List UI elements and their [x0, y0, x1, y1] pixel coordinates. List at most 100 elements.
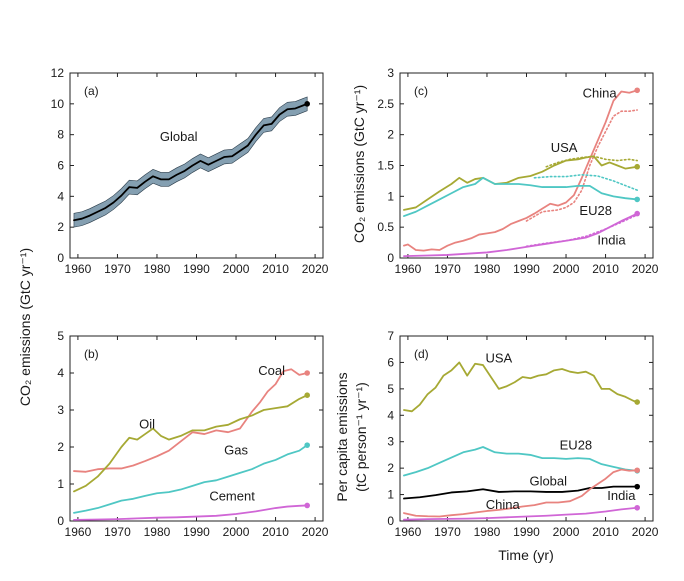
x-tick-label: 1970: [104, 525, 131, 539]
panel-label: (d): [414, 347, 429, 361]
panel-a: 1960 1970 1980 1990 2000 2010 2020 0 2 4 6 8 10 12 (a)…: [51, 66, 329, 276]
y-tick-label: 1.5: [377, 159, 394, 173]
panel-label: (c): [414, 84, 428, 98]
series-end-marker-global: [304, 101, 310, 107]
x-tick-label: 1980: [144, 262, 171, 276]
series-line-usa-alt-estimate: [545, 155, 638, 168]
x-tick-label: 1960: [395, 525, 422, 539]
series-annotation-india: India: [597, 232, 626, 247]
series-end-marker-india: [634, 504, 640, 511]
x-tick-label: 1990: [513, 525, 540, 539]
x-tick-label: 1990: [183, 525, 210, 539]
series-end-marker-cement: [304, 502, 310, 509]
panel-label: (a): [84, 84, 99, 98]
y-tick-label: 3: [387, 435, 394, 449]
plot-frame: [69, 335, 324, 522]
y-tick-label: 6: [57, 159, 64, 173]
x-tick-label: 1970: [434, 525, 461, 539]
x-tick-label: 2010: [262, 525, 289, 539]
series-end-marker-oil: [304, 392, 310, 399]
x-tick-label: 1980: [474, 262, 501, 276]
series-end-marker-usa: [634, 163, 640, 170]
series-end-marker-gas: [304, 442, 310, 448]
series-annotation-coal: Coal: [258, 363, 285, 378]
ylabel-panel-d-line2: (tC person⁻¹ yr⁻¹): [353, 382, 369, 492]
series-line-usa: [403, 361, 639, 413]
x-tick-label: 2000: [223, 525, 250, 539]
y-tick-label: 1: [57, 477, 64, 491]
series-line-global: [73, 102, 309, 222]
series-line-china: [403, 468, 639, 518]
x-tick-label: 2020: [632, 262, 659, 276]
y-tick-label: 12: [51, 66, 65, 80]
panel-b: 1960 1970 1980 1990 2000 2010 2020 0 1 2 3 4 5 (b) Coa…: [57, 329, 328, 539]
x-tick-label: 1970: [104, 262, 131, 276]
x-tick-label: 2020: [302, 262, 329, 276]
x-tick-label: 2020: [632, 525, 659, 539]
y-tick-label: 5: [387, 382, 394, 396]
y-tick-label: 7: [387, 329, 394, 343]
y-tick-label: 2: [57, 440, 64, 454]
y-tick-label: 10: [51, 97, 65, 111]
x-tick-label: 2010: [262, 262, 289, 276]
series-annotation-eu28: EU28: [579, 203, 612, 218]
series-annotation-eu28: EU28: [560, 438, 593, 453]
series-line-china: [403, 89, 639, 252]
y-tick-label: 3: [387, 66, 394, 80]
series-line-china-alt-estimate: [525, 109, 638, 222]
series-annotation-china: China: [486, 497, 521, 512]
series-end-marker-global: [634, 483, 640, 490]
series-annotation-india: India: [607, 488, 636, 503]
y-tick-label: 2.5: [377, 97, 394, 111]
x-tick-label: 2000: [553, 262, 580, 276]
series-annotation-cement: Cement: [209, 489, 255, 504]
y-tick-label: 1: [387, 488, 394, 502]
series-end-marker-china: [634, 87, 640, 94]
y-tick-label: 0: [57, 251, 64, 265]
y-tick-label: 5: [57, 329, 64, 343]
series-annotation-global: Global: [529, 473, 567, 488]
y-tick-label: 4: [57, 366, 64, 380]
series-annotation-china: China: [583, 86, 618, 101]
series-annotation-oil: Oil: [139, 417, 155, 432]
ylabel-panel-c: CO₂ emissions (GtC yr⁻¹): [351, 85, 367, 243]
y-tick-label: 1: [387, 189, 394, 203]
x-tick-label: 1960: [65, 262, 92, 276]
x-tick-label: 1990: [183, 262, 210, 276]
series-line-india: [403, 506, 639, 521]
x-tick-label: 1980: [474, 525, 501, 539]
y-tick-label: 0.5: [377, 220, 394, 234]
series-end-marker-usa: [634, 399, 640, 405]
series-line-gas: [73, 444, 309, 514]
y-tick-label: 0: [387, 251, 394, 265]
panel-label: (b): [84, 347, 99, 361]
series-line-global: [403, 485, 639, 500]
series-line-usa: [403, 155, 639, 211]
series-line-cement: [73, 504, 309, 521]
x-tick-label: 1980: [144, 525, 171, 539]
y-tick-label: 6: [387, 355, 394, 369]
uncertainty-band-global: [73, 96, 308, 228]
y-tick-label: 4: [387, 408, 394, 422]
series-annotation-global: Global: [160, 129, 198, 144]
y-tick-label: 2: [387, 128, 394, 142]
series-end-marker-coal: [304, 370, 310, 376]
series-end-marker-china: [634, 467, 640, 474]
x-tick-label: 1960: [395, 262, 422, 276]
x-tick-label: 2010: [592, 262, 619, 276]
x-tick-label: 2000: [223, 262, 250, 276]
y-tick-label: 0: [387, 514, 394, 528]
series-line-eu28: [403, 446, 639, 477]
ylabel-left: CO₂ emissions (GtC yr⁻¹): [17, 248, 33, 406]
series-line-oil: [73, 394, 309, 493]
y-tick-label: 4: [57, 189, 64, 203]
series-annotation-usa: USA: [551, 140, 578, 155]
y-tick-label: 0: [57, 514, 64, 528]
x-tick-label: 2020: [302, 525, 329, 539]
panel-d: 1960 1970 1980 1990 2000 2010 2020 0 1 2 3 4 5 6 7 (d) U…: [387, 329, 658, 539]
series-annotation-gas: Gas: [224, 442, 248, 457]
series-end-marker-india: [634, 210, 640, 217]
y-tick-label: 2: [57, 220, 64, 234]
series-annotation-usa: USA: [485, 350, 512, 365]
